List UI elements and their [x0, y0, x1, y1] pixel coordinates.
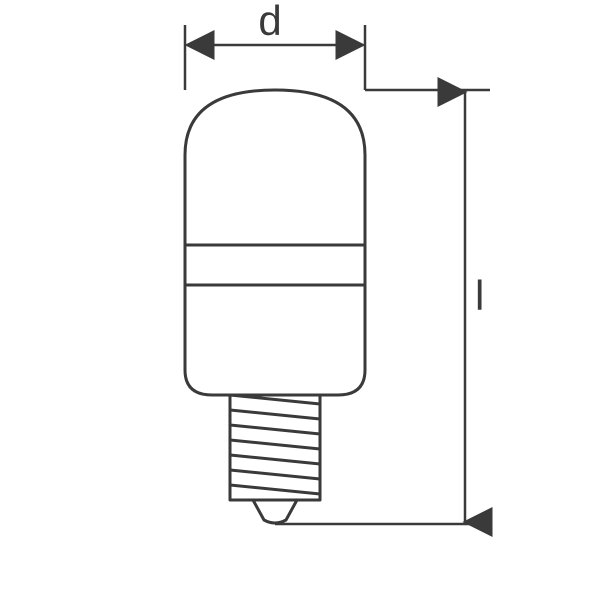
dim-d-label: d: [258, 0, 281, 44]
screw-thread: [230, 425, 320, 434]
bulb-body: [185, 90, 365, 395]
screw-thread: [230, 485, 320, 494]
screw-thread: [230, 410, 320, 419]
dim-l-label: l: [475, 272, 484, 319]
screw-tip: [253, 500, 297, 523]
screw-thread: [230, 455, 320, 464]
screw-thread: [230, 470, 320, 479]
screw-thread: [230, 440, 320, 449]
bulb-band: [185, 245, 365, 285]
